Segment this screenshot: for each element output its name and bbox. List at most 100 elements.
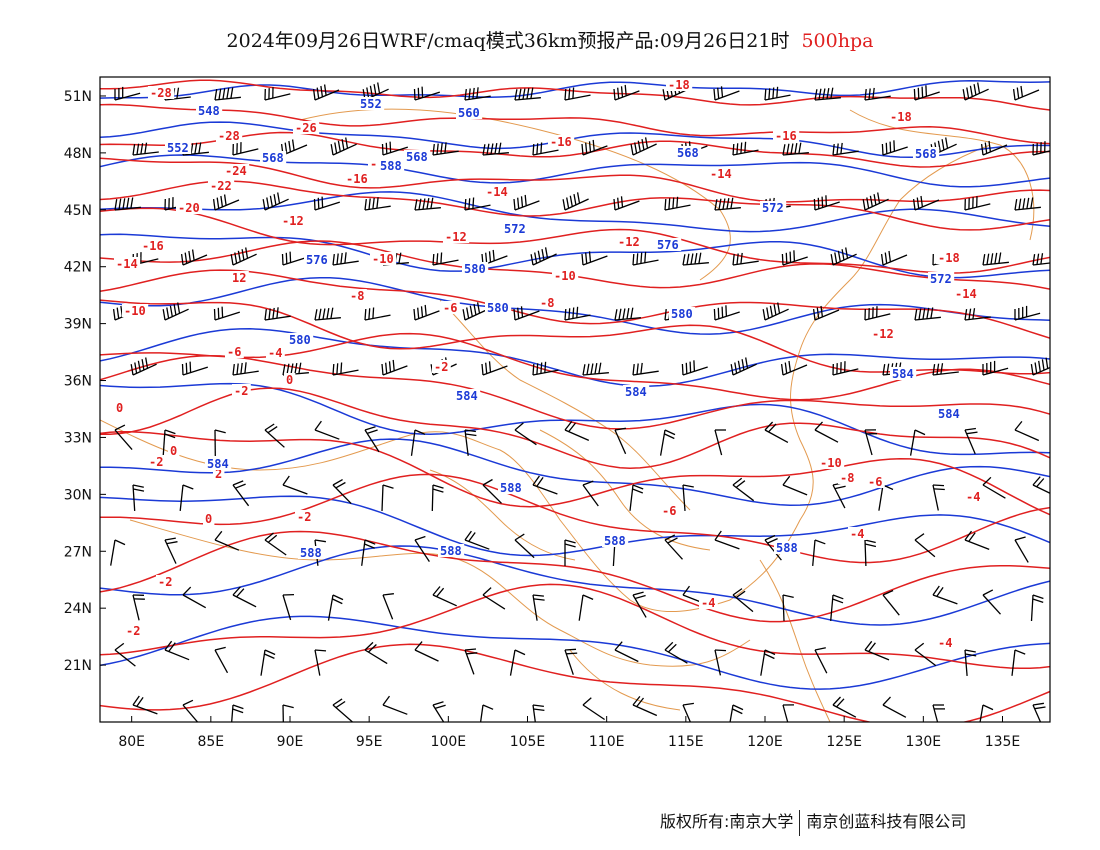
- height-label: 588: [604, 534, 626, 548]
- wind-barb: [864, 539, 877, 567]
- height-label: 584: [938, 407, 960, 421]
- height-label: 568: [915, 147, 937, 161]
- temperature-label: -20: [178, 201, 200, 215]
- temperature-contour: [100, 473, 1050, 564]
- wind-barb: [282, 704, 294, 722]
- wind-barb: [264, 307, 291, 321]
- wind-barb: [664, 534, 683, 560]
- temperature-label: 0: [116, 401, 123, 415]
- wind-barb: [830, 594, 844, 621]
- temperature-label: -14: [116, 257, 138, 271]
- wind-barb: [332, 362, 359, 376]
- wind-barb: [314, 307, 341, 321]
- wind-barb: [909, 429, 926, 456]
- wind-barb: [964, 308, 991, 321]
- lon-tick-label: 85E: [197, 734, 224, 750]
- lat-tick-label: 48N: [64, 146, 92, 162]
- wind-barb: [982, 252, 1009, 266]
- wind-barb: [582, 697, 605, 721]
- temperature-label: -10: [820, 456, 842, 470]
- wind-barb: [814, 87, 841, 101]
- temperature-contour: [100, 530, 1050, 623]
- temperature-label: -16: [775, 129, 797, 143]
- wind-barb: [327, 594, 344, 621]
- wind-barb: [182, 586, 207, 609]
- temperature-contour: [100, 180, 1050, 231]
- temperature-label: -8: [540, 296, 554, 310]
- wind-barb: [713, 305, 740, 321]
- temperature-label: -4: [701, 596, 715, 610]
- wind-barb: [582, 480, 599, 507]
- height-contour: [100, 154, 1050, 188]
- wind-barb: [629, 484, 644, 511]
- wind-barb: [581, 139, 608, 156]
- wind-barb: [364, 426, 380, 453]
- temperature-label: -16: [550, 135, 572, 149]
- wind-barb: [832, 361, 859, 376]
- wind-barb: [232, 362, 259, 376]
- wind-barb: [114, 642, 136, 667]
- wind-barb: [180, 249, 208, 266]
- wind-barb: [1032, 141, 1050, 156]
- wind-barb: [431, 484, 444, 512]
- title-main: 2024年09月26日WRF/cmaq模式36km预报产品:09月26日21时: [226, 30, 790, 52]
- wind-barb: [932, 484, 945, 511]
- height-label: 572: [762, 201, 784, 215]
- wind-barb: [681, 360, 708, 376]
- wind-barb: [713, 86, 740, 101]
- wind-barb: [1014, 305, 1041, 321]
- wind-barb: [564, 648, 578, 675]
- height-label: 584: [456, 389, 478, 403]
- temperature-contour: [100, 157, 1050, 203]
- lat-tick-label: 45N: [64, 203, 92, 219]
- wind-barb: [164, 537, 178, 564]
- wind-barb: [130, 357, 157, 376]
- wind-barb: [280, 139, 308, 156]
- temperature-label: -6: [662, 504, 676, 518]
- temperature-label: -8: [840, 471, 854, 485]
- wind-barb: [614, 641, 639, 663]
- wind-barb: [281, 251, 308, 266]
- wind-barb: [364, 307, 391, 321]
- temperature-contour: [100, 269, 1050, 339]
- wind-barb: [613, 196, 640, 211]
- wind-barb: [564, 420, 590, 441]
- wind-barb: [332, 698, 354, 722]
- wind-barb: [264, 532, 287, 556]
- height-contour: [100, 328, 1050, 387]
- wind-barb: [1032, 702, 1046, 722]
- wind-barb: [132, 142, 159, 156]
- temperature-contours: [100, 79, 1050, 722]
- wind-barb: [830, 247, 857, 266]
- height-contour: [100, 121, 1050, 159]
- temperature-label: -16: [346, 172, 368, 186]
- temperature-label: -28: [150, 86, 172, 100]
- wind-barb: [914, 533, 936, 558]
- wind-barb: [213, 306, 240, 321]
- temperature-contour: [100, 583, 1050, 670]
- temperature-label: -12: [282, 214, 304, 228]
- height-contour: [100, 438, 1050, 506]
- wind-barb: [1014, 536, 1029, 563]
- wind-barb: [782, 704, 795, 722]
- wind-barb: [382, 593, 394, 620]
- wind-barb: [513, 306, 540, 321]
- temperature-contour: [100, 643, 1050, 722]
- wind-barb: [214, 646, 229, 674]
- wind-barb: [932, 585, 958, 605]
- wind-barb: [732, 141, 759, 156]
- temperature-label: -4: [268, 346, 282, 360]
- wind-barb: [932, 704, 945, 722]
- wind-barb: [982, 589, 1001, 615]
- wind-barb: [410, 429, 426, 456]
- wind-barb: [482, 478, 502, 504]
- height-label: 588: [776, 541, 798, 555]
- wind-barb: [812, 305, 840, 321]
- temperature-label: -4: [850, 527, 864, 541]
- wind-barb: [814, 647, 828, 674]
- wind-barb: [613, 84, 640, 101]
- wind-barb: [632, 591, 647, 618]
- wind-barb: [164, 640, 190, 661]
- copyright-right: 南京创蓝科技有限公司: [806, 812, 967, 831]
- wind-barb: [782, 594, 794, 622]
